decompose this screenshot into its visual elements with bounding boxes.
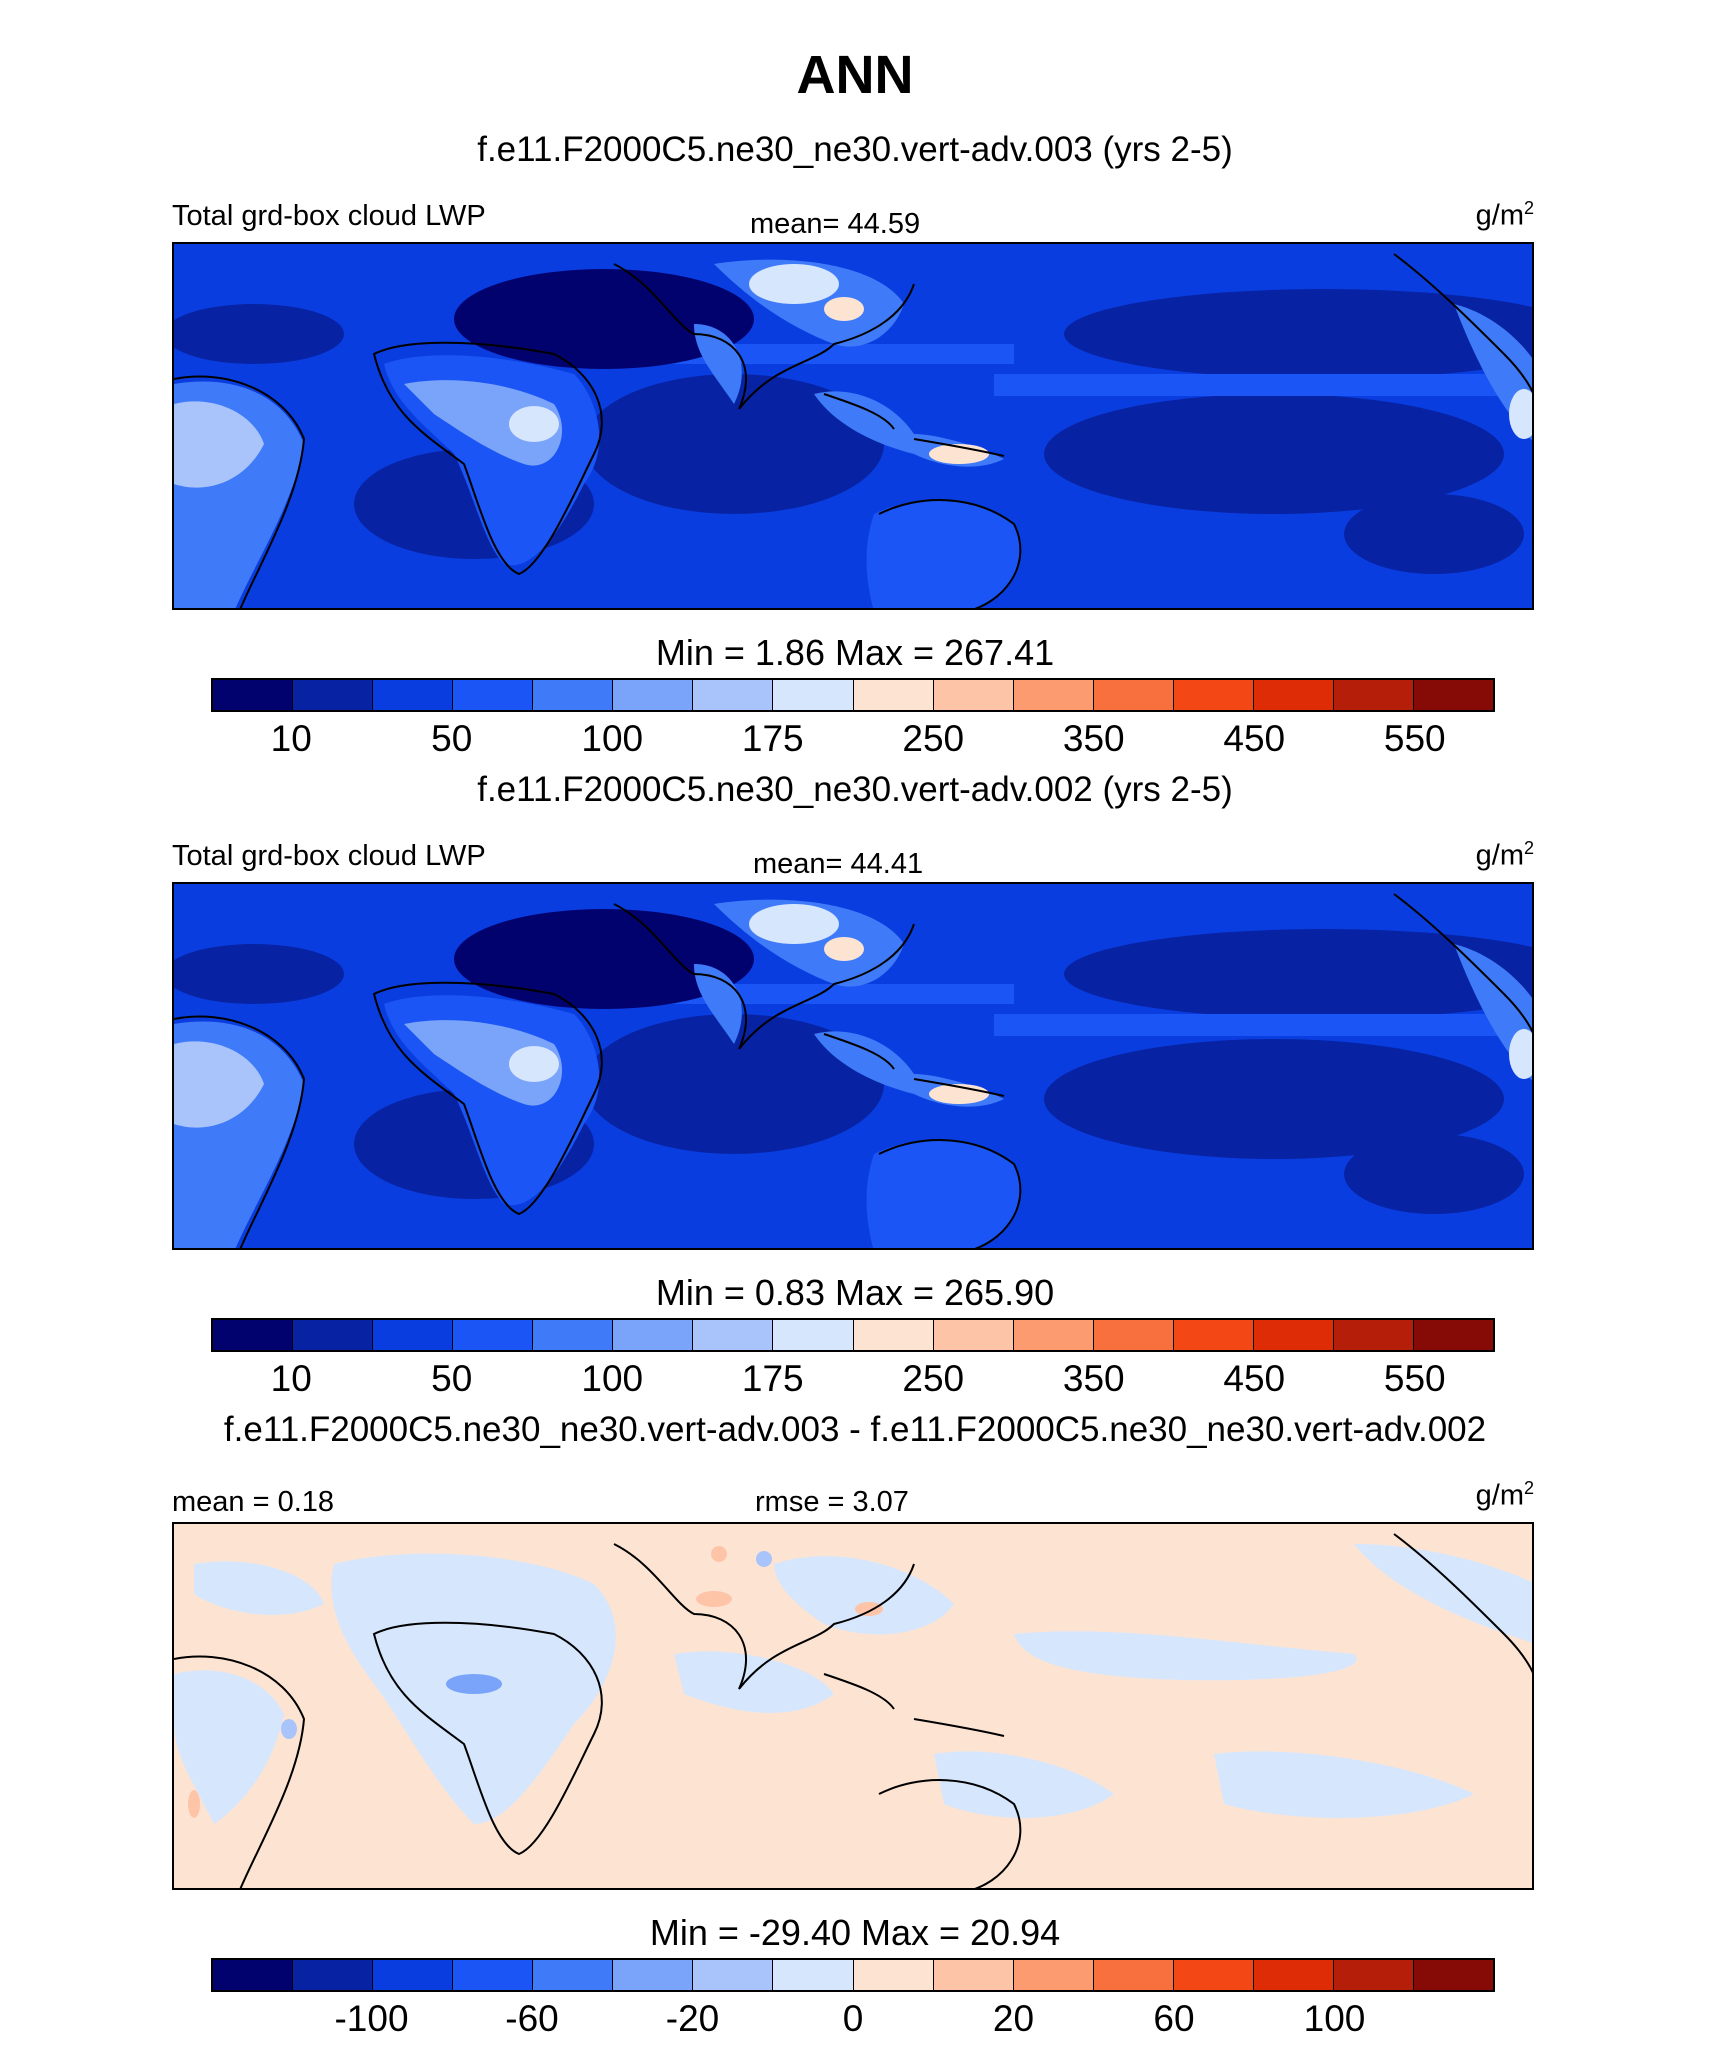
panel3-rmse-label: rmse = 3.07 <box>755 1486 909 1518</box>
colorbar-tick-label: -100 <box>334 1998 409 2039</box>
colorbar-tick-label: 100 <box>581 1358 644 1399</box>
colorbar-swatch <box>693 1320 774 1350</box>
colorbar-swatch <box>613 1320 694 1350</box>
panel2-map-svg <box>174 884 1532 1248</box>
colorbar-tick-label: -60 <box>505 1998 559 2039</box>
colorbar-swatch <box>1333 1320 1414 1350</box>
panel3-case-title: f.e11.F2000C5.ne30_ne30.vert-adv.003 - f… <box>223 1410 1487 1449</box>
panel2-colorbar <box>211 1318 1495 1352</box>
colorbar-swatch <box>1013 1960 1094 1990</box>
panel1-map-svg <box>174 244 1532 608</box>
panel3-colorbar <box>211 1958 1495 1992</box>
colorbar-tick-label: 50 <box>431 1358 473 1399</box>
main-title: ANN <box>796 45 914 105</box>
colorbar-swatch <box>453 1320 534 1350</box>
colorbar-tick-label: 100 <box>581 718 644 759</box>
colorbar-tick-label: 0 <box>842 1998 864 2039</box>
colorbar-swatch <box>1333 680 1414 710</box>
colorbar-swatch <box>1253 680 1334 710</box>
colorbar-swatch <box>1253 1960 1334 1990</box>
panel2-case-title: f.e11.F2000C5.ne30_ne30.vert-adv.002 (yr… <box>477 770 1233 809</box>
colorbar-swatch <box>693 680 774 710</box>
colorbar-swatch <box>293 680 374 710</box>
panel2-mean-label: mean= 44.41 <box>753 848 924 880</box>
colorbar-swatch <box>533 1320 614 1350</box>
colorbar-tick-label: 250 <box>902 718 965 759</box>
colorbar-tick-label: 175 <box>741 718 804 759</box>
colorbar-tick-label: 250 <box>902 1358 965 1399</box>
colorbar-tick-label: 350 <box>1062 718 1125 759</box>
colorbar-swatch <box>693 1960 774 1990</box>
panel2-minmax: Min = 0.83 Max = 265.90 <box>655 1272 1055 1313</box>
colorbar-swatch <box>1013 680 1094 710</box>
colorbar-swatch <box>613 680 694 710</box>
colorbar-swatch <box>933 1320 1014 1350</box>
colorbar-tick-label: 60 <box>1153 1998 1195 2039</box>
panel3-minmax: Min = -29.40 Max = 20.94 <box>649 1912 1061 1953</box>
panel1-variable-label: Total grd-box cloud LWP <box>172 200 486 232</box>
panel1-map <box>172 242 1534 610</box>
colorbar-tick-label: 10 <box>270 718 312 759</box>
colorbar-swatch <box>773 1960 854 1990</box>
colorbar-tick-label: 20 <box>992 1998 1035 2039</box>
colorbar-swatch <box>293 1320 374 1350</box>
colorbar-tick-label: 10 <box>270 1358 312 1399</box>
panel1-units: g/m2 <box>1475 198 1534 232</box>
colorbar-swatch <box>453 1960 534 1990</box>
colorbar-swatch <box>1013 1320 1094 1350</box>
colorbar-swatch <box>293 1960 374 1990</box>
colorbar-swatch <box>933 1960 1014 1990</box>
colorbar-swatch <box>213 680 294 710</box>
colorbar-tick-label: -20 <box>665 1998 720 2039</box>
colorbar-swatch <box>1093 680 1174 710</box>
colorbar-swatch <box>1413 1960 1493 1990</box>
colorbar-swatch <box>453 680 534 710</box>
colorbar-swatch <box>373 680 454 710</box>
colorbar-swatch <box>1253 1320 1334 1350</box>
panel3-mean-label: mean = 0.18 <box>172 1486 335 1518</box>
colorbar-swatch <box>1173 1960 1254 1990</box>
colorbar-swatch <box>773 1320 854 1350</box>
colorbar-swatch <box>1093 1320 1174 1350</box>
colorbar-swatch <box>213 1960 294 1990</box>
colorbar-tick-label: 550 <box>1383 718 1446 759</box>
colorbar-swatch <box>853 1320 934 1350</box>
panel2-map <box>172 882 1534 1250</box>
colorbar-swatch <box>373 1960 454 1990</box>
panel3-map-svg <box>174 1524 1532 1888</box>
colorbar-swatch <box>853 1960 934 1990</box>
colorbar-tick-label: 550 <box>1383 1358 1446 1399</box>
colorbar-swatch <box>613 1960 694 1990</box>
panel1-minmax: Min = 1.86 Max = 267.41 <box>655 632 1055 673</box>
colorbar-swatch <box>853 680 934 710</box>
colorbar-tick-label: 100 <box>1303 1998 1366 2039</box>
panel1-colorbar <box>211 678 1495 712</box>
colorbar-swatch <box>1413 680 1493 710</box>
panel1-case-title: f.e11.F2000C5.ne30_ne30.vert-adv.003 (yr… <box>477 130 1233 169</box>
panel2-units: g/m2 <box>1475 838 1534 872</box>
colorbar-tick-label: 50 <box>431 718 473 759</box>
colorbar-tick-label: 350 <box>1062 1358 1125 1399</box>
colorbar-swatch <box>1413 1320 1493 1350</box>
panel1-mean-label: mean= 44.59 <box>750 208 921 240</box>
colorbar-tick-label: 450 <box>1223 1358 1286 1399</box>
colorbar-swatch <box>373 1320 454 1350</box>
colorbar-swatch <box>1173 1320 1254 1350</box>
panel2-variable-label: Total grd-box cloud LWP <box>172 840 486 872</box>
colorbar-swatch <box>533 1960 614 1990</box>
colorbar-swatch <box>533 680 614 710</box>
colorbar-swatch <box>213 1320 294 1350</box>
colorbar-tick-label: 175 <box>741 1358 804 1399</box>
colorbar-swatch <box>773 680 854 710</box>
colorbar-swatch <box>1173 680 1254 710</box>
panel3-map <box>172 1522 1534 1890</box>
colorbar-tick-label: 450 <box>1223 718 1286 759</box>
colorbar-swatch <box>933 680 1014 710</box>
panel3-units: g/m2 <box>1475 1478 1534 1512</box>
colorbar-swatch <box>1333 1960 1414 1990</box>
colorbar-swatch <box>1093 1960 1174 1990</box>
